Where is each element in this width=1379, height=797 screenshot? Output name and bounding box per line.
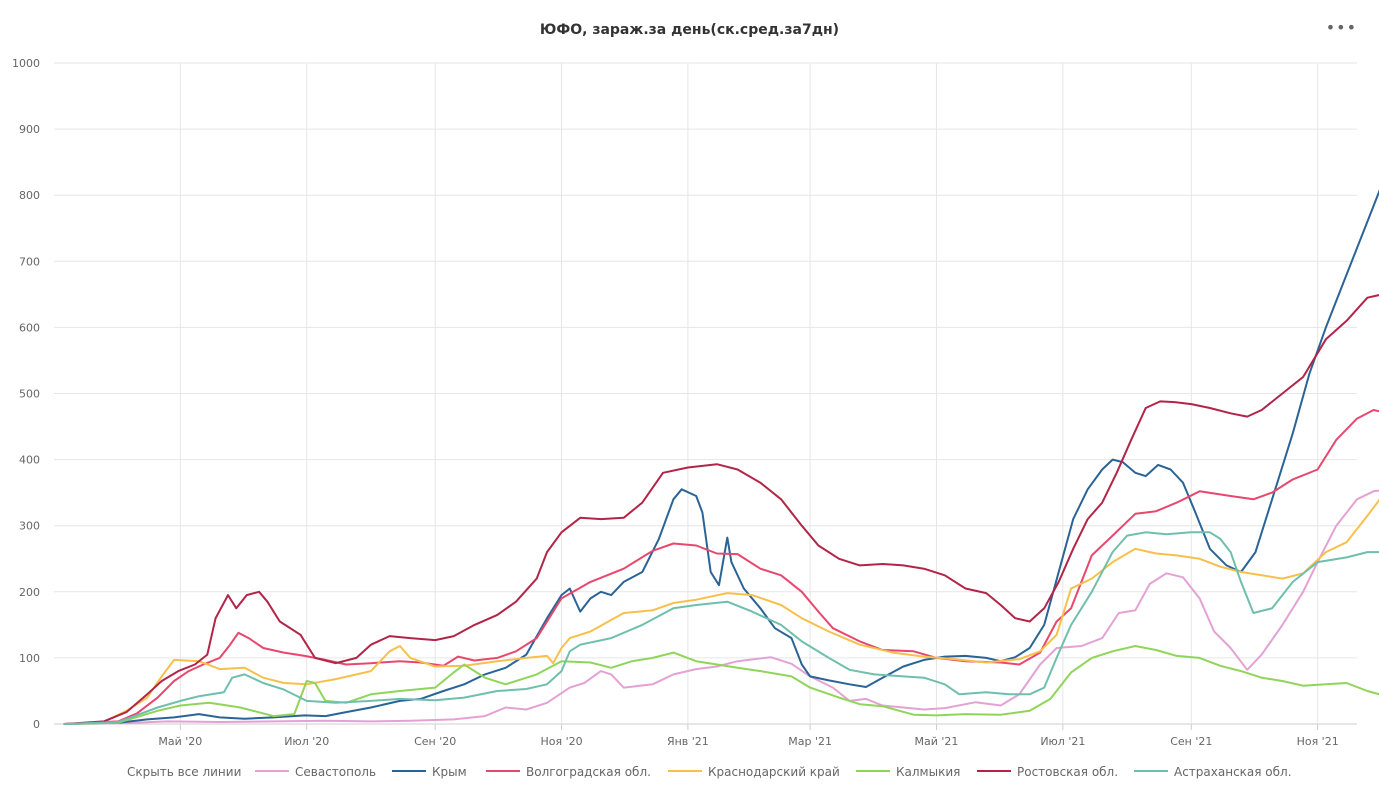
x-tick-label: Сен '20 xyxy=(414,735,456,748)
x-tick-label: Ноя '20 xyxy=(540,735,582,748)
legend-item[interactable]: Крым xyxy=(392,765,467,779)
legend: Скрыть все линии Севастополь Крым Волгогра… xyxy=(0,764,1379,784)
x-tick-label: Июл '20 xyxy=(284,735,329,748)
series-line[interactable] xyxy=(63,291,1379,725)
legend-label: Волгоградская обл. xyxy=(526,765,651,779)
legend-swatch xyxy=(486,769,520,772)
series-lines xyxy=(63,154,1379,725)
x-tick-label: Мар '21 xyxy=(788,735,832,748)
chart-title: ЮФО, зараж.за день(ск.сред.за7дн) xyxy=(539,22,840,38)
hide-all-lines-button[interactable]: Скрыть все линии xyxy=(127,765,242,779)
legend-label: Астраханская обл. xyxy=(1174,765,1292,779)
legend-swatch xyxy=(977,769,1011,772)
y-tick-label: 100 xyxy=(19,652,40,665)
y-axis-ticks: 0 100 200 300 400 500 600 700 800 900 1000 xyxy=(12,57,40,731)
y-tick-label: 500 xyxy=(19,388,40,401)
x-tick-label: Июл '21 xyxy=(1040,735,1085,748)
legend-label: Калмыкия xyxy=(896,765,961,779)
x-tick-label: Янв '21 xyxy=(667,735,709,748)
y-tick-label: 600 xyxy=(19,321,40,334)
y-tick-label: 700 xyxy=(19,255,40,268)
legend-swatch xyxy=(255,769,289,772)
legend-item[interactable]: Ростовская обл. xyxy=(977,765,1118,779)
x-axis-ticks: Май '20 Июл '20 Сен '20 Ноя '20 Янв '21 Мар '… xyxy=(158,724,1339,748)
x-tick-label: Сен '21 xyxy=(1170,735,1212,748)
legend-item[interactable]: Астраханская обл. xyxy=(1134,765,1292,779)
legend-label: Севастополь xyxy=(295,765,377,779)
legend-swatch xyxy=(668,769,702,772)
legend-label: Краснодарский край xyxy=(708,765,840,779)
series-line[interactable] xyxy=(63,489,1379,725)
more-dots-icon[interactable]: ••• xyxy=(1325,18,1357,37)
y-tick-label: 400 xyxy=(19,454,40,467)
legend-swatch xyxy=(392,769,426,772)
legend-item[interactable]: Волгоградская обл. xyxy=(486,765,651,779)
series-line[interactable] xyxy=(63,409,1379,725)
y-tick-label: 0 xyxy=(33,718,40,731)
grid-lines xyxy=(54,62,1357,725)
legend-swatch xyxy=(1134,769,1168,772)
legend-label: Ростовская обл. xyxy=(1017,765,1119,779)
x-tick-label: Ноя '21 xyxy=(1297,735,1339,748)
y-tick-label: 300 xyxy=(19,520,40,533)
legend-item[interactable]: Краснодарский край xyxy=(668,765,840,779)
legend-swatch xyxy=(856,769,890,772)
series-line[interactable] xyxy=(63,645,1379,725)
legend-label: Крым xyxy=(432,765,467,779)
y-tick-label: 1000 xyxy=(12,57,40,70)
series-line[interactable] xyxy=(63,293,1379,725)
legend-item[interactable]: Калмыкия xyxy=(856,765,960,779)
legend-item[interactable]: Севастополь xyxy=(255,765,376,779)
y-tick-label: 800 xyxy=(19,189,40,202)
x-tick-label: Май '21 xyxy=(915,735,959,748)
y-tick-label: 200 xyxy=(19,586,40,599)
y-tick-label: 900 xyxy=(19,123,40,136)
series-line[interactable] xyxy=(63,154,1379,725)
series-line[interactable] xyxy=(63,531,1379,725)
x-tick-label: Май '20 xyxy=(158,735,202,748)
